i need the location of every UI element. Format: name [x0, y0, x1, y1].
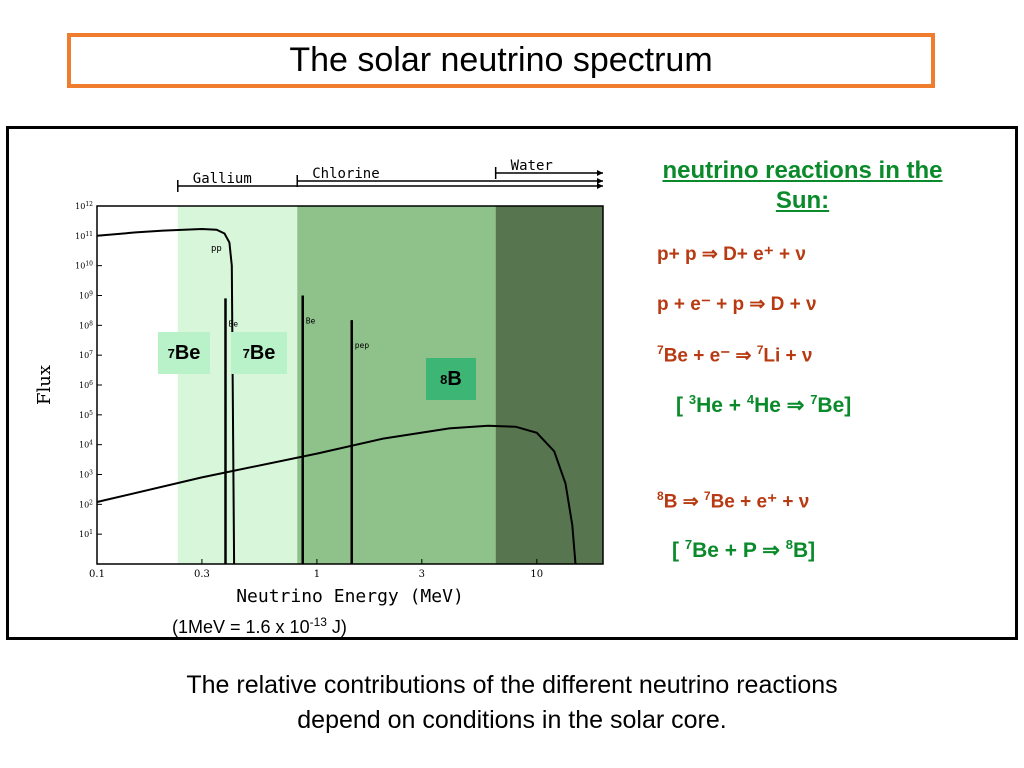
series-b8-curve: [96, 424, 577, 565]
water-band: [495, 206, 603, 564]
x-tick-label: 1: [314, 569, 320, 580]
be7-low-text: Be: [174, 341, 201, 364]
y-tick-label: 105: [79, 410, 93, 420]
line-label-be7_high: Be: [306, 317, 316, 326]
detector-arrow-chlorine: [597, 178, 603, 184]
reactions-heading: neutrino reactions in the Sun:: [605, 156, 1000, 216]
y-axis-label: Flux: [34, 365, 55, 405]
x-tick-label: 0.1: [89, 569, 105, 580]
detector-arrow-water: [597, 170, 603, 176]
y-tick-label: 108: [79, 320, 93, 330]
slide-caption: The relative contributions of the differ…: [60, 668, 964, 738]
be7-high-mass: 7: [242, 345, 250, 361]
b8-mass: 8: [440, 371, 448, 387]
line-label-be7_low: Be: [228, 319, 238, 328]
caption-line-2: depend on conditions in the solar core.: [297, 706, 727, 734]
be7-high-label: 7 Be: [231, 332, 287, 374]
x-tick-label: 0.3: [194, 569, 210, 580]
x-axis-label: Neutrino Energy (MeV): [236, 586, 464, 607]
x-tick-label: 3: [419, 569, 425, 580]
y-tick-label: 1011: [75, 231, 93, 241]
figure-frame: [6, 126, 1018, 640]
series-pp-curve: [96, 227, 236, 565]
x-tick-label: 10: [530, 569, 543, 580]
reaction-be7-capture: 7Be + e⁻ ⇒ 7Li + ν: [657, 343, 813, 367]
y-tick-label: 104: [79, 440, 93, 450]
be7-high-text: Be: [249, 341, 276, 364]
reactions-heading-line2: Sun:: [775, 187, 830, 214]
be7-low-mass: 7: [167, 345, 175, 361]
y-tick-label: 101: [79, 529, 93, 539]
be7-low-label: 7 Be: [158, 332, 210, 374]
title-box: The solar neutrino spectrum: [67, 33, 935, 88]
y-tick-label: 1012: [75, 201, 93, 211]
caption-line-1: The relative contributions of the differ…: [186, 671, 838, 699]
detector-arrow-gallium: [597, 183, 603, 189]
y-tick-label: 107: [79, 350, 93, 360]
reaction-b8-decay: 8B ⇒ 7Be + e⁺ + ν: [657, 489, 810, 513]
b8-text: B: [447, 367, 462, 390]
line-label-pep: pep: [355, 341, 370, 350]
reaction-b8-production: [ 7Be + P ⇒ 8B]: [672, 537, 816, 562]
gallium-band: [177, 206, 298, 564]
detector-label-gallium: Gallium: [193, 171, 252, 187]
y-tick-label: 103: [79, 470, 93, 480]
reaction-pep: p + e⁻ + p ⇒ D + ν: [657, 294, 817, 315]
detector-label-water: Water: [511, 158, 553, 174]
detector-label-chlorine: Chlorine: [312, 166, 379, 182]
neutrino-spectrum-chart: 1011021031041051061071081091010101110120…: [34, 158, 604, 607]
y-tick-label: 106: [79, 380, 93, 390]
reactions-heading-line1: neutrino reactions in the: [662, 157, 943, 184]
slide-title: The solar neutrino spectrum: [289, 41, 713, 79]
series-label-pp: pp: [211, 244, 222, 254]
reaction-be7-production: [ 3He + 4He ⇒ 7Be]: [676, 392, 852, 417]
y-tick-label: 1010: [75, 261, 93, 271]
reaction-pp: p+ p ⇒ D+ e⁺ + ν: [657, 244, 806, 265]
energy-conversion-note: (1MeV = 1.6 x 10-13 J): [172, 615, 347, 637]
y-tick-label: 109: [79, 291, 93, 301]
y-tick-label: 102: [79, 499, 93, 509]
